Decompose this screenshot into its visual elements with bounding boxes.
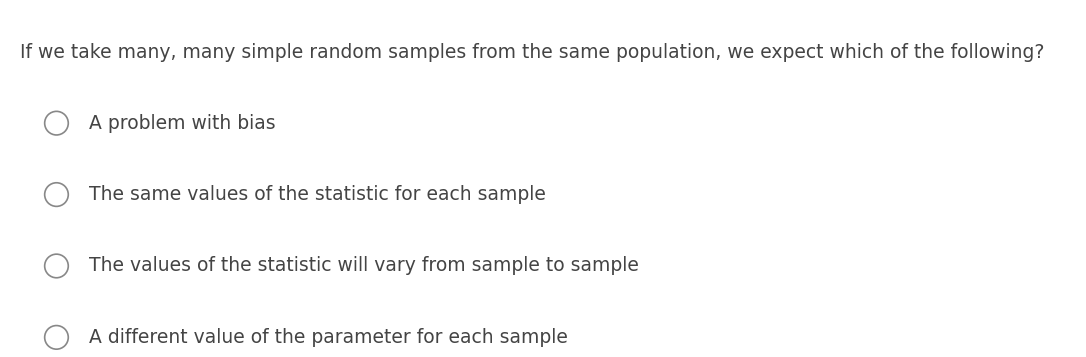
Text: A problem with bias: A problem with bias [89,114,276,133]
Text: The values of the statistic will vary from sample to sample: The values of the statistic will vary fr… [89,256,639,276]
Text: If we take many, many simple random samples from the same population, we expect : If we take many, many simple random samp… [20,43,1044,62]
Text: The same values of the statistic for each sample: The same values of the statistic for eac… [89,185,546,204]
Text: A different value of the parameter for each sample: A different value of the parameter for e… [89,328,568,347]
